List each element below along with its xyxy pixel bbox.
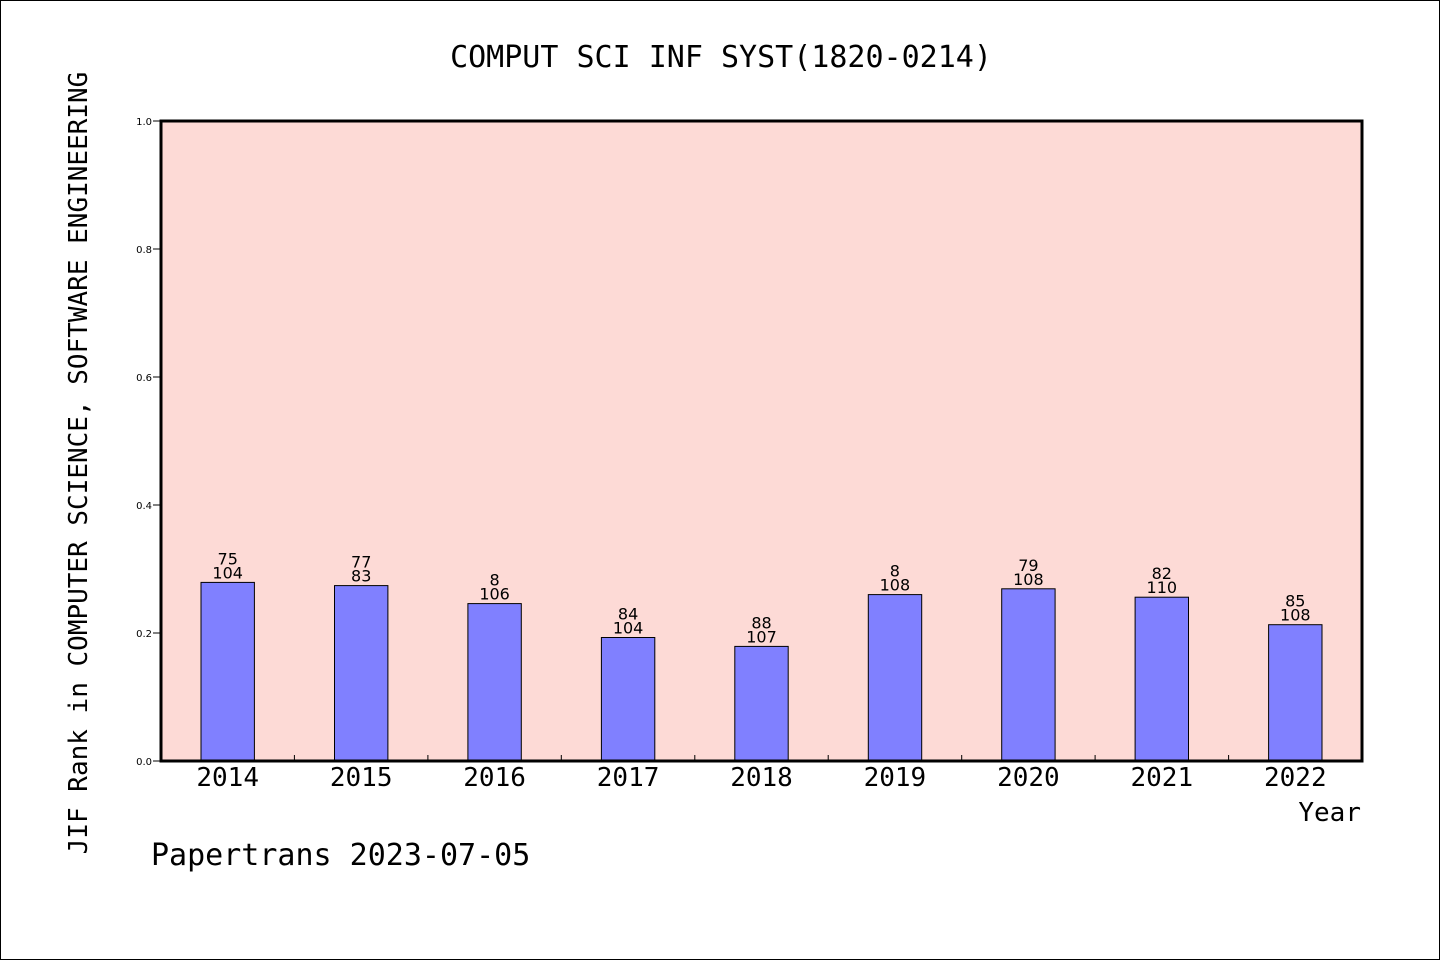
x-tick-label-2016: 2016	[463, 763, 526, 793]
y-tick-label: 0.4	[136, 501, 152, 512]
y-tick-label: 0.6	[136, 373, 152, 384]
y-axis-label: JIF Rank in COMPUTER SCIENCE, SOFTWARE E…	[64, 72, 94, 855]
y-tick-label: 0.0	[136, 757, 152, 768]
x-axis: 2014 2015 2016 2017 2018 2019 2020 2021 2022	[196, 755, 1327, 793]
x-tick-label-2017: 2017	[597, 763, 660, 793]
y-axis: 0.0 0.2 0.4 0.6 0.8 1.0	[136, 117, 161, 768]
bar-rank-label-2018: 88	[751, 613, 771, 632]
bar-total-label-2021: 110	[1147, 578, 1178, 597]
bar-rank-label-2020: 79	[1018, 556, 1038, 575]
x-tick-label-2020: 2020	[997, 763, 1060, 793]
bar-rank-label-2016: 8	[490, 571, 500, 590]
y-tick-label: 1.0	[136, 117, 152, 128]
bar-2018	[734, 645, 789, 762]
bar-rank-label-2022: 85	[1285, 592, 1305, 611]
bar-rank-label-2017: 84	[618, 605, 638, 624]
x-tick-label-2014: 2014	[196, 763, 259, 793]
bar-total-label-2014: 104	[212, 563, 243, 582]
y-tick-label: 0.2	[136, 629, 152, 640]
bar-total-label-2020: 108	[1013, 570, 1044, 589]
chart-title: COMPUT SCI INF SYST(1820-0214)	[450, 40, 992, 75]
y-tick-label: 0.8	[136, 245, 152, 256]
bar-2015	[334, 585, 389, 762]
bar-2022	[1268, 624, 1323, 762]
bar-2014	[200, 581, 255, 762]
bar-total-label-2019: 108	[880, 576, 911, 595]
bar-rank-label-2014: 75	[218, 549, 238, 568]
x-tick-label-2019: 2019	[864, 763, 927, 793]
bar-2016	[467, 603, 522, 762]
bar-2019	[867, 594, 923, 762]
x-axis-label: Year	[1298, 798, 1361, 828]
bars-layer	[200, 581, 1323, 762]
bar-total-label-2017: 104	[613, 619, 644, 638]
bar-total-label-2022: 108	[1280, 606, 1311, 625]
bar-total-label-2018: 107	[746, 627, 777, 646]
bar-2017	[600, 637, 656, 762]
bar-rank-label-2015: 77	[351, 553, 371, 572]
plot-border	[159, 119, 1364, 763]
bar-rank-label-2019: 8	[890, 562, 900, 581]
x-tick-label-2022: 2022	[1264, 763, 1327, 793]
bar-total-label-2016: 106	[479, 585, 510, 604]
bar-2021	[1134, 596, 1189, 762]
bar-total-label-2015: 83	[351, 567, 371, 586]
footer-credit: Papertrans 2023-07-05	[151, 838, 530, 873]
x-tick-label-2018: 2018	[730, 763, 793, 793]
bar-rank-label-2021: 82	[1152, 564, 1172, 583]
x-tick-label-2015: 2015	[330, 763, 393, 793]
bar-2020	[1001, 588, 1056, 762]
x-tick-label-2021: 2021	[1130, 763, 1193, 793]
